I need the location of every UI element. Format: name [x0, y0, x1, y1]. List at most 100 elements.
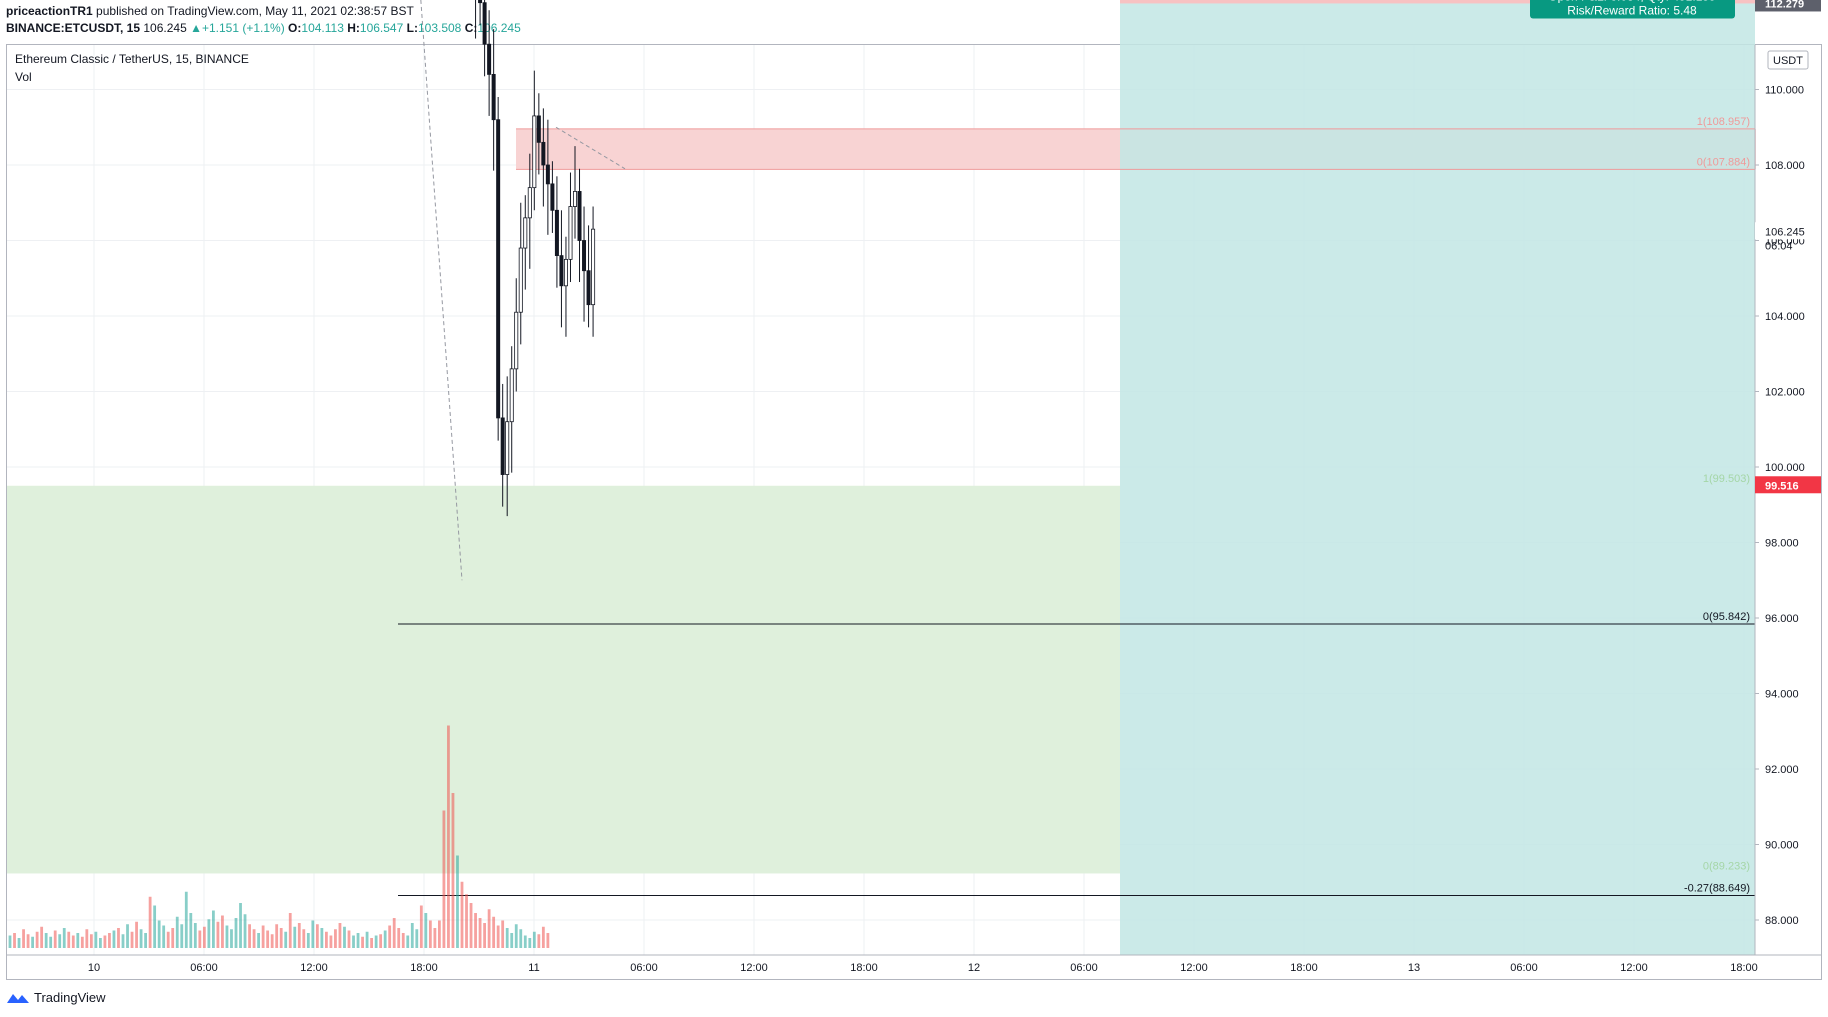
price-tick-label: 92.000	[1765, 764, 1799, 776]
candle-body	[478, 0, 483, 4]
pnl-label: Open P&L: 6.034, Qty: 491.159	[1548, 0, 1716, 3]
volume-bar	[329, 935, 333, 948]
time-tick-label: 18:00	[410, 962, 438, 974]
volume-bar	[26, 934, 30, 948]
volume-bar	[433, 928, 437, 948]
volume-bar	[428, 920, 432, 948]
fib-level-label: 1(99.503)	[1703, 473, 1750, 485]
volume-bar	[184, 891, 188, 948]
volume-bar	[76, 933, 80, 948]
volume-bar	[293, 926, 297, 948]
volume-bar	[306, 933, 310, 948]
volume-bar	[275, 924, 279, 948]
candle-body	[573, 191, 578, 207]
candle-body	[518, 247, 523, 313]
volume-bar	[297, 923, 301, 948]
volume-bar	[361, 936, 364, 948]
volume-bar	[180, 924, 184, 948]
candle-body	[496, 119, 501, 419]
high-value: 106.547	[359, 21, 404, 35]
currency-badge	[1767, 50, 1809, 70]
price-tag-label: 99.516	[1765, 480, 1799, 492]
volume-bar	[320, 928, 324, 948]
volume-bar	[270, 934, 274, 948]
time-tick-label: 12	[968, 962, 980, 974]
time-tick-label: 12:00	[300, 962, 328, 974]
time-tick-label: 18:00	[1290, 962, 1318, 974]
volume-bar	[451, 793, 455, 948]
volume-bar	[501, 920, 505, 948]
volume-bar	[474, 913, 477, 948]
volume-bar	[103, 935, 107, 948]
volume-bar	[352, 935, 355, 948]
volume-bar	[139, 929, 143, 948]
volume-bar	[144, 933, 147, 948]
volume-bar	[234, 918, 238, 948]
stop-zone	[1120, 0, 1755, 4]
footer-brand: TradingView	[34, 990, 106, 1005]
volume-bar	[379, 934, 383, 948]
price-tick-label: 100.000	[1765, 462, 1805, 474]
candle-body	[550, 183, 555, 211]
legend-title: Ethereum Classic / TetherUS, 15, BINANCE	[15, 52, 249, 66]
volume-bar	[193, 923, 197, 948]
volume-bar	[108, 933, 111, 948]
open-value: 104.113	[301, 21, 344, 35]
price-tag	[1755, 476, 1821, 494]
volume-bar	[514, 924, 518, 948]
volume-bar	[58, 934, 62, 948]
volume-bar	[17, 938, 21, 948]
price-tick-label: 94.000	[1765, 689, 1799, 701]
volume-bar	[397, 928, 401, 948]
price-tag-label: 112.279	[1765, 0, 1804, 10]
tradingview-footer[interactable]: TradingView	[6, 990, 106, 1005]
volume-bar	[175, 916, 179, 948]
candle-body	[554, 209, 559, 257]
high-label: H:	[347, 21, 360, 35]
volume-bar	[99, 938, 102, 948]
volume-bar	[130, 931, 134, 948]
volume-bar	[94, 931, 98, 948]
volume-bar	[302, 929, 306, 948]
volume-bar	[338, 923, 342, 948]
volume-bar	[406, 935, 410, 948]
candle-body	[563, 258, 568, 287]
volume-bar	[537, 934, 541, 948]
candle-body	[491, 74, 496, 121]
volume-bar	[8, 935, 12, 948]
publish-text: published on TradingView.com, May 11, 20…	[96, 4, 414, 18]
volume-bar	[148, 896, 152, 948]
volume-bar	[266, 930, 270, 948]
volume-bar	[505, 928, 509, 948]
volume-bar	[410, 923, 414, 948]
volume-bar	[202, 926, 206, 948]
volume-bar	[419, 905, 423, 948]
candle-body	[536, 115, 541, 143]
time-tick-label: 11	[528, 962, 539, 974]
price-tick-label: 98.000	[1765, 538, 1799, 550]
candle-body	[586, 270, 591, 306]
volume-bar	[252, 929, 256, 948]
volume-bar	[347, 930, 351, 948]
volume-bar	[135, 921, 138, 948]
candle-body	[591, 228, 596, 306]
volume-bar	[198, 930, 202, 948]
candle-body	[487, 43, 492, 75]
volume-bar	[49, 936, 53, 948]
candle-body	[532, 115, 537, 189]
volume-bar	[239, 903, 242, 948]
pnl-label-box	[1530, 0, 1735, 19]
volume-bar	[117, 928, 120, 948]
candle-body	[514, 311, 519, 370]
volume-bar	[157, 920, 161, 948]
volume-bar	[532, 931, 536, 948]
volume-bar	[325, 931, 328, 948]
low-value: 103.508	[417, 21, 462, 35]
tradingview-logo-icon	[7, 993, 29, 1003]
rr-label: Risk/Reward Ratio: 5.48	[1567, 3, 1697, 17]
volume-bar	[35, 931, 39, 948]
publisher-name[interactable]: priceactionTR1	[6, 4, 93, 18]
volume-bar	[438, 920, 441, 948]
chart-frame	[6, 44, 1822, 980]
